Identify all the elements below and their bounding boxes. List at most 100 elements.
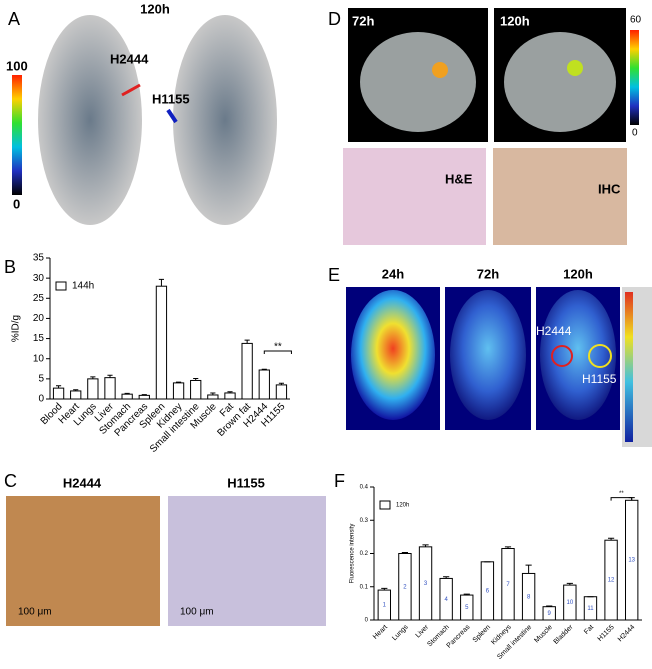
roi-circle [551,345,573,367]
tumor-label: H2444 [536,324,572,338]
error-bar [227,391,233,393]
error-bar [422,544,429,547]
error-bar [193,377,199,381]
bar-label: 1 [383,603,387,609]
error-bar [504,546,512,549]
bar [190,379,202,400]
time-label: 120h [140,1,170,16]
hotspot [432,62,448,78]
error-bar [607,537,615,541]
ihc-image [168,496,326,626]
significance-bracket [263,350,292,355]
y-tick-label: 0 [38,394,44,405]
panel-letter: F [334,471,345,491]
error-bar [525,564,532,574]
x-tick-label: Liver [415,623,431,639]
image-title: H1155 [227,475,265,490]
legend-label: 144h [72,281,94,292]
bar-label: 12 [608,578,615,584]
error-bar [56,385,62,389]
scale-label: 100 [6,58,28,73]
y-tick-label: 0.2 [360,551,369,557]
stain-label: H&E [445,171,473,186]
legend-swatch [55,281,67,291]
bar [241,342,253,400]
colorbar [625,292,633,442]
bar-label: 4 [444,597,448,603]
time-label: 120h [500,13,530,28]
panel-letter: B [4,257,16,277]
error-bar [278,382,284,385]
time-label: 72h [477,266,499,281]
error-bar [244,339,250,344]
panel-letter: A [8,9,20,29]
arrow [121,83,141,97]
time-label: 72h [352,13,374,28]
scale-bar-label: 100 μm [180,607,214,618]
x-tick-label: Pancreas [446,623,472,649]
image-title: H2444 [63,475,102,490]
bar [155,285,168,400]
y-axis-label: Fluorescence intensity [350,524,356,584]
y-axis-label: %ID/g [11,315,22,342]
y-tick-label: 0.1 [360,584,369,590]
bar-label: 3 [424,581,428,587]
arrow [166,108,178,124]
bar-label: 2 [403,584,407,590]
x-tick-label: Heart [372,624,389,641]
bar [258,369,270,400]
hotspot [567,60,583,76]
panel-letter: D [328,9,341,29]
pet-image [38,15,142,225]
ihc-image [6,496,160,626]
bar [207,394,219,400]
y-tick-label: 10 [33,353,45,364]
bar [172,382,185,400]
error-bar [566,582,573,586]
error-bar [401,552,409,554]
error-bar [158,278,164,287]
ivis-body [450,290,526,420]
bar-label: 13 [628,558,635,564]
panel-letter: C [4,471,17,491]
bar [87,378,99,400]
y-tick-label: 30 [33,273,45,284]
scale-label: 0 [13,196,20,211]
error-bar [73,389,79,391]
bar [138,394,150,400]
tumor-label: H2444 [110,51,149,66]
histology-image [343,148,486,245]
bar-label: 7 [506,582,510,588]
bar-label: 5 [465,605,469,611]
bar-label: 11 [587,606,594,612]
y-tick-label: 35 [33,253,45,264]
ivis-body [351,290,435,420]
x-tick-label: Bladder [553,623,575,645]
colorbar [12,75,22,195]
stain-label: IHC [598,181,621,196]
error-bar [463,593,470,596]
y-tick-label: 20 [33,313,45,324]
y-tick-label: 0.4 [360,485,369,491]
error-bar [124,392,130,395]
colorbar [630,30,639,125]
tumor-label: H1155 [152,91,190,106]
histology-image [493,148,627,245]
roi-circle [588,344,612,368]
y-tick-label: 15 [33,333,45,344]
ct-body [360,32,476,132]
bar-label: 6 [486,588,490,594]
bar [224,392,236,400]
significance-label: ** [619,491,624,497]
y-tick-label: 0.3 [360,518,369,524]
significance-bracket [610,497,633,501]
bar [52,387,65,400]
error-bar [443,576,450,579]
bar [275,384,288,400]
ivis-body [540,290,616,420]
error-bar [176,381,182,383]
error-bar [107,374,113,378]
error-bar [261,368,267,370]
